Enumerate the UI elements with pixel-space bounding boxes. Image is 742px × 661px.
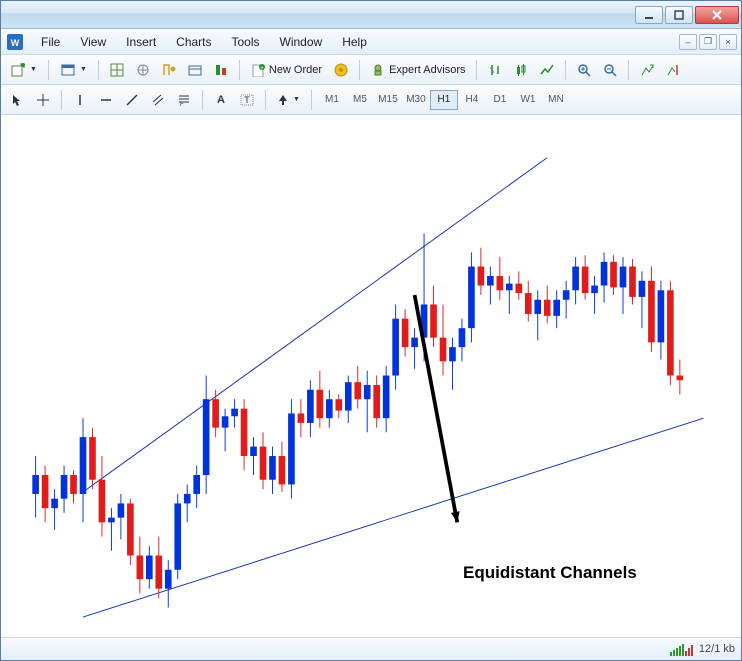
dropdown-icon: ▼ bbox=[30, 66, 37, 73]
timeframe-d1[interactable]: D1 bbox=[486, 90, 514, 110]
timeframe-m5[interactable]: M5 bbox=[346, 90, 374, 110]
menu-view[interactable]: View bbox=[70, 32, 116, 52]
chart-area[interactable]: Equidistant Channels bbox=[1, 115, 741, 638]
toolbar-drawing: F A T ▼ M1M5M15M30H1H4D1W1MN bbox=[1, 85, 741, 115]
annotation-label: Equidistant Channels bbox=[463, 563, 637, 583]
expert-advisors-label: Expert Advisors bbox=[389, 64, 465, 76]
mdi-minimize-button[interactable]: – bbox=[679, 34, 697, 50]
bar-chart-button[interactable] bbox=[483, 59, 507, 81]
timeframe-h4[interactable]: H4 bbox=[458, 90, 486, 110]
svg-text:F: F bbox=[180, 102, 184, 106]
chart-canvas bbox=[1, 115, 741, 637]
mdi-controls: – ❐ × bbox=[679, 34, 737, 50]
menu-window[interactable]: Window bbox=[270, 32, 333, 52]
timeframe-m30[interactable]: M30 bbox=[402, 90, 430, 110]
navigator-button[interactable] bbox=[131, 59, 155, 81]
maximize-button[interactable] bbox=[665, 6, 693, 24]
data-window-button[interactable] bbox=[157, 59, 181, 81]
strategy-tester-button[interactable] bbox=[209, 59, 233, 81]
menu-insert[interactable]: Insert bbox=[116, 32, 166, 52]
timeframe-m15[interactable]: M15 bbox=[374, 90, 402, 110]
arrows-button[interactable]: ▼ bbox=[272, 89, 305, 111]
market-watch-button[interactable] bbox=[105, 59, 129, 81]
menu-tools[interactable]: Tools bbox=[222, 32, 270, 52]
expert-advisors-button[interactable]: Expert Advisors bbox=[366, 59, 470, 81]
statusbar: 12/1 kb bbox=[1, 638, 741, 660]
toolbar-main: ▼ ▼ + New Order Expert Advisors bbox=[1, 55, 741, 85]
metaquotes-button[interactable] bbox=[329, 59, 353, 81]
timeframe-mn[interactable]: MN bbox=[542, 90, 570, 110]
auto-scroll-button[interactable] bbox=[635, 59, 659, 81]
trendline-button[interactable] bbox=[120, 89, 144, 111]
svg-text:W: W bbox=[11, 38, 20, 48]
candlestick-button[interactable] bbox=[509, 59, 533, 81]
equidistant-channel-button[interactable] bbox=[146, 89, 170, 111]
menu-file[interactable]: File bbox=[31, 32, 70, 52]
timeframe-m1[interactable]: M1 bbox=[318, 90, 346, 110]
timeframe-h1[interactable]: H1 bbox=[430, 90, 458, 110]
minimize-button[interactable] bbox=[635, 6, 663, 24]
timeframe-group: M1M5M15M30H1H4D1W1MN bbox=[318, 90, 570, 110]
app-icon: W bbox=[5, 32, 25, 52]
vertical-line-button[interactable] bbox=[68, 89, 92, 111]
terminal-button[interactable] bbox=[183, 59, 207, 81]
fibonacci-button[interactable]: F bbox=[172, 89, 196, 111]
horizontal-line-button[interactable] bbox=[94, 89, 118, 111]
zoom-out-button[interactable] bbox=[598, 59, 622, 81]
new-order-button[interactable]: + New Order bbox=[246, 59, 327, 81]
close-button[interactable] bbox=[695, 6, 739, 24]
connection-bars-icon bbox=[670, 642, 693, 656]
new-order-label: New Order bbox=[269, 64, 322, 76]
menu-help[interactable]: Help bbox=[332, 32, 377, 52]
new-chart-button[interactable]: ▼ bbox=[5, 59, 42, 81]
menu-charts[interactable]: Charts bbox=[166, 32, 221, 52]
mdi-close-button[interactable]: × bbox=[719, 34, 737, 50]
timeframe-w1[interactable]: W1 bbox=[514, 90, 542, 110]
mdi-restore-button[interactable]: ❐ bbox=[699, 34, 717, 50]
text-label-button[interactable]: T bbox=[235, 89, 259, 111]
cursor-button[interactable] bbox=[5, 89, 29, 111]
crosshair-button[interactable] bbox=[31, 89, 55, 111]
menubar: W File View Insert Charts Tools Window H… bbox=[1, 29, 741, 55]
svg-text:T: T bbox=[244, 95, 250, 105]
traffic-text: 12/1 kb bbox=[699, 643, 735, 655]
app-window: W File View Insert Charts Tools Window H… bbox=[0, 0, 742, 661]
svg-text:+: + bbox=[260, 66, 264, 72]
profiles-button[interactable]: ▼ bbox=[55, 59, 92, 81]
titlebar bbox=[1, 1, 741, 29]
text-button[interactable]: A bbox=[209, 89, 233, 111]
zoom-in-button[interactable] bbox=[572, 59, 596, 81]
line-chart-button[interactable] bbox=[535, 59, 559, 81]
chart-shift-button[interactable] bbox=[661, 59, 685, 81]
